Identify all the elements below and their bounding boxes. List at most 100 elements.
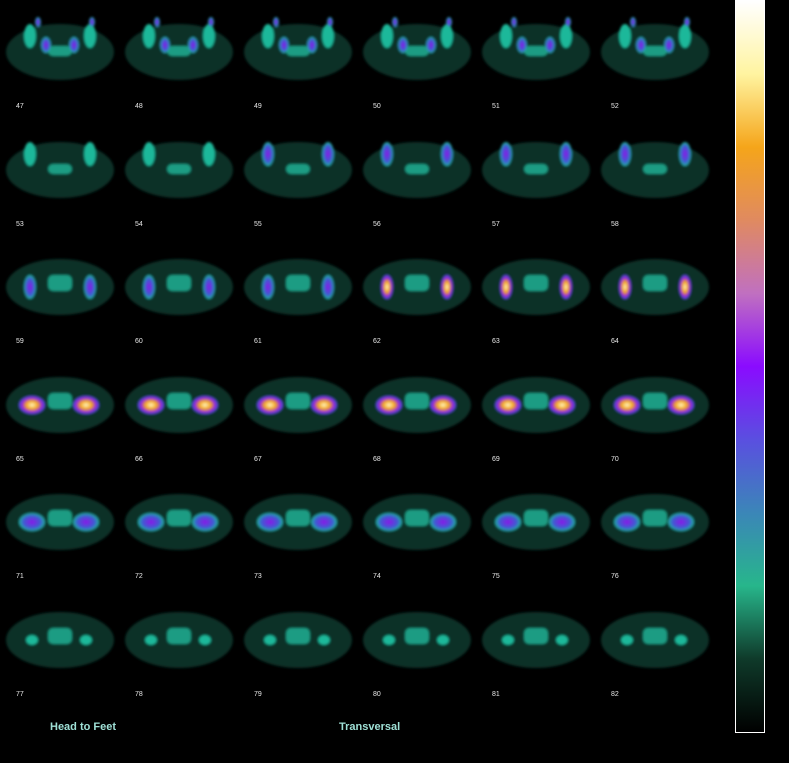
slice-number: 50 bbox=[373, 103, 381, 110]
slice-number: 61 bbox=[254, 338, 262, 345]
slice-number: 69 bbox=[492, 455, 500, 463]
slice-number: 70 bbox=[611, 455, 619, 463]
slice-number: 73 bbox=[254, 573, 262, 580]
slice-59: 59 bbox=[0, 235, 118, 352]
slice-image bbox=[125, 376, 233, 433]
slice-68: 68 bbox=[357, 353, 475, 470]
slice-75: 75 bbox=[476, 470, 594, 587]
slice-54: 54 bbox=[119, 118, 237, 235]
slice-image bbox=[125, 259, 233, 315]
slice-number: 66 bbox=[135, 455, 143, 463]
slice-image bbox=[601, 259, 709, 315]
slice-number: 53 bbox=[16, 220, 24, 228]
slice-number: 72 bbox=[135, 573, 143, 580]
slice-82: 82 bbox=[595, 588, 713, 705]
view-label: Transversal bbox=[339, 721, 401, 733]
slice-53: 53 bbox=[0, 118, 118, 235]
slice-image bbox=[601, 494, 709, 550]
slice-48: 48 bbox=[119, 0, 237, 117]
slice-image bbox=[363, 17, 471, 80]
slice-image bbox=[125, 141, 233, 198]
slice-image bbox=[601, 141, 709, 198]
slice-66: 66 bbox=[119, 353, 237, 470]
slice-49: 49 bbox=[238, 0, 356, 117]
slice-47: 47 bbox=[0, 0, 118, 117]
slice-image bbox=[601, 376, 709, 433]
slice-number: 49 bbox=[254, 103, 262, 110]
slice-number: 75 bbox=[492, 573, 500, 580]
slice-image bbox=[601, 17, 709, 80]
slice-image bbox=[482, 17, 590, 80]
slice-50: 50 bbox=[357, 0, 475, 117]
slice-57: 57 bbox=[476, 118, 594, 235]
slice-image bbox=[482, 494, 590, 550]
slice-number: 67 bbox=[254, 455, 262, 463]
slice-number: 68 bbox=[373, 455, 381, 463]
slice-number: 80 bbox=[373, 690, 381, 698]
slice-image bbox=[6, 259, 114, 315]
slice-number: 65 bbox=[16, 455, 24, 463]
slice-number: 76 bbox=[611, 573, 619, 580]
slice-number: 48 bbox=[135, 103, 143, 110]
slice-number: 55 bbox=[254, 220, 262, 228]
slice-image bbox=[244, 17, 352, 80]
slice-image bbox=[244, 259, 352, 315]
slice-image bbox=[244, 611, 352, 668]
slice-image bbox=[363, 611, 471, 668]
slice-63: 63 bbox=[476, 235, 594, 352]
slice-73: 73 bbox=[238, 470, 356, 587]
slice-58: 58 bbox=[595, 118, 713, 235]
slice-67: 67 bbox=[238, 353, 356, 470]
slice-64: 64 bbox=[595, 235, 713, 352]
slice-62: 62 bbox=[357, 235, 475, 352]
slice-number: 63 bbox=[492, 338, 500, 345]
slice-70: 70 bbox=[595, 353, 713, 470]
slice-number: 62 bbox=[373, 338, 381, 345]
slice-81: 81 bbox=[476, 588, 594, 705]
slice-number: 64 bbox=[611, 338, 619, 345]
slice-65: 65 bbox=[0, 353, 118, 470]
slice-image bbox=[363, 376, 471, 433]
slice-number: 82 bbox=[611, 690, 619, 698]
slice-number: 59 bbox=[16, 338, 24, 345]
slice-image bbox=[125, 494, 233, 550]
slice-69: 69 bbox=[476, 353, 594, 470]
slice-77: 77 bbox=[0, 588, 118, 705]
orientation-label: Head to Feet bbox=[50, 721, 117, 733]
slice-grid: 47 48 49 50 51 52 53 54 55 56 57 58 59 60 61 62 63 64 65 66… bbox=[0, 0, 713, 705]
slice-number: 47 bbox=[16, 103, 24, 110]
slice-image bbox=[6, 376, 114, 433]
slice-number: 58 bbox=[611, 220, 619, 228]
slice-76: 76 bbox=[595, 470, 713, 587]
color-scale-bar bbox=[735, 0, 765, 733]
slice-79: 79 bbox=[238, 588, 356, 705]
slice-image bbox=[482, 611, 590, 668]
slice-80: 80 bbox=[357, 588, 475, 705]
slice-number: 52 bbox=[611, 103, 619, 110]
slice-image bbox=[601, 611, 709, 668]
slice-image bbox=[244, 494, 352, 550]
slice-number: 74 bbox=[373, 573, 381, 580]
slice-51: 51 bbox=[476, 0, 594, 117]
slice-number: 56 bbox=[373, 220, 381, 228]
slice-image bbox=[6, 17, 114, 80]
slice-image bbox=[363, 259, 471, 315]
slice-image bbox=[6, 494, 114, 550]
slice-image bbox=[363, 141, 471, 198]
slice-image bbox=[482, 141, 590, 198]
slice-72: 72 bbox=[119, 470, 237, 587]
slice-image bbox=[244, 376, 352, 433]
slice-55: 55 bbox=[238, 118, 356, 235]
slice-number: 78 bbox=[135, 690, 143, 698]
slice-image bbox=[125, 611, 233, 668]
slice-number: 51 bbox=[492, 103, 500, 110]
slice-number: 81 bbox=[492, 690, 500, 698]
slice-60: 60 bbox=[119, 235, 237, 352]
slice-61: 61 bbox=[238, 235, 356, 352]
slice-56: 56 bbox=[357, 118, 475, 235]
slice-image bbox=[244, 141, 352, 198]
slice-52: 52 bbox=[595, 0, 713, 117]
slice-image bbox=[6, 141, 114, 198]
slice-74: 74 bbox=[357, 470, 475, 587]
slice-number: 54 bbox=[135, 220, 143, 228]
